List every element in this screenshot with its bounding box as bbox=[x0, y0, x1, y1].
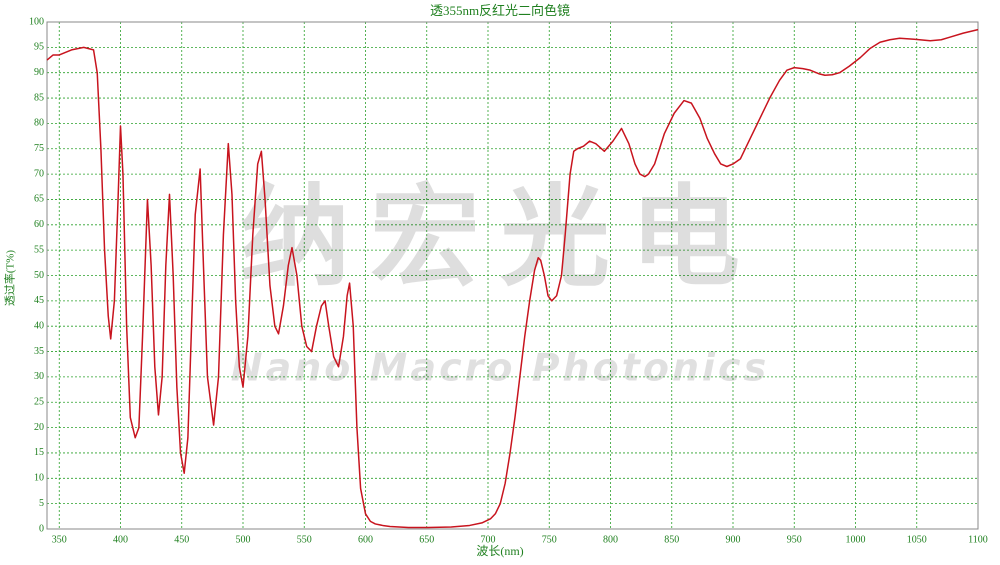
y-tick-label: 80 bbox=[34, 118, 44, 129]
y-tick-label: 70 bbox=[34, 168, 44, 179]
y-tick-label: 95 bbox=[34, 42, 44, 53]
y-tick-label: 45 bbox=[34, 295, 44, 306]
y-tick-label: 65 bbox=[34, 194, 44, 205]
y-tick-label: 10 bbox=[34, 473, 44, 484]
x-tick-label: 850 bbox=[664, 534, 679, 545]
y-tick-label: 75 bbox=[34, 143, 44, 154]
watermark-sub: Nano Macro Photonics bbox=[231, 346, 769, 390]
y-tick-label: 90 bbox=[34, 67, 44, 78]
y-tick-label: 100 bbox=[29, 16, 44, 27]
y-tick-label: 5 bbox=[39, 498, 44, 509]
y-axis-label: 透过率(T%) bbox=[3, 250, 17, 307]
x-tick-label: 600 bbox=[358, 534, 373, 545]
x-axis-label: 波长(nm) bbox=[476, 544, 523, 558]
y-tick-label: 0 bbox=[39, 523, 44, 534]
x-tick-label: 550 bbox=[297, 534, 312, 545]
series-line bbox=[46, 28, 979, 529]
y-tick-label: 20 bbox=[34, 422, 44, 433]
y-tick-label: 55 bbox=[34, 244, 44, 255]
x-tick-label: 1000 bbox=[846, 534, 866, 545]
x-tick-label: 1100 bbox=[968, 534, 988, 545]
y-tick-label: 50 bbox=[34, 270, 44, 281]
plot-frame bbox=[46, 21, 979, 530]
x-tick-label: 450 bbox=[174, 534, 189, 545]
x-tick-label: 900 bbox=[726, 534, 741, 545]
watermark: 纳宏光电 bbox=[240, 173, 760, 301]
y-tick-label: 15 bbox=[34, 447, 44, 458]
x-tick-label: 800 bbox=[603, 534, 618, 545]
chart-title: 透355nm反红光二向色镜 bbox=[430, 3, 570, 18]
x-tick-label: 650 bbox=[419, 534, 434, 545]
x-tick-label: 950 bbox=[787, 534, 802, 545]
y-tick-label: 40 bbox=[34, 320, 44, 331]
y-tick-label: 85 bbox=[34, 92, 44, 103]
x-tick-label: 700 bbox=[481, 534, 496, 545]
y-tick-label: 25 bbox=[34, 397, 44, 408]
y-tick-label: 30 bbox=[34, 371, 44, 382]
x-tick-label: 350 bbox=[52, 534, 67, 545]
y-tick-label: 60 bbox=[34, 219, 44, 230]
y-tick-label: 35 bbox=[34, 346, 44, 357]
x-tick-label: 500 bbox=[236, 534, 251, 545]
x-tick-label: 750 bbox=[542, 534, 557, 545]
x-tick-label: 1050 bbox=[907, 534, 927, 545]
x-tick-label: 400 bbox=[113, 534, 128, 545]
grid bbox=[47, 21, 979, 530]
